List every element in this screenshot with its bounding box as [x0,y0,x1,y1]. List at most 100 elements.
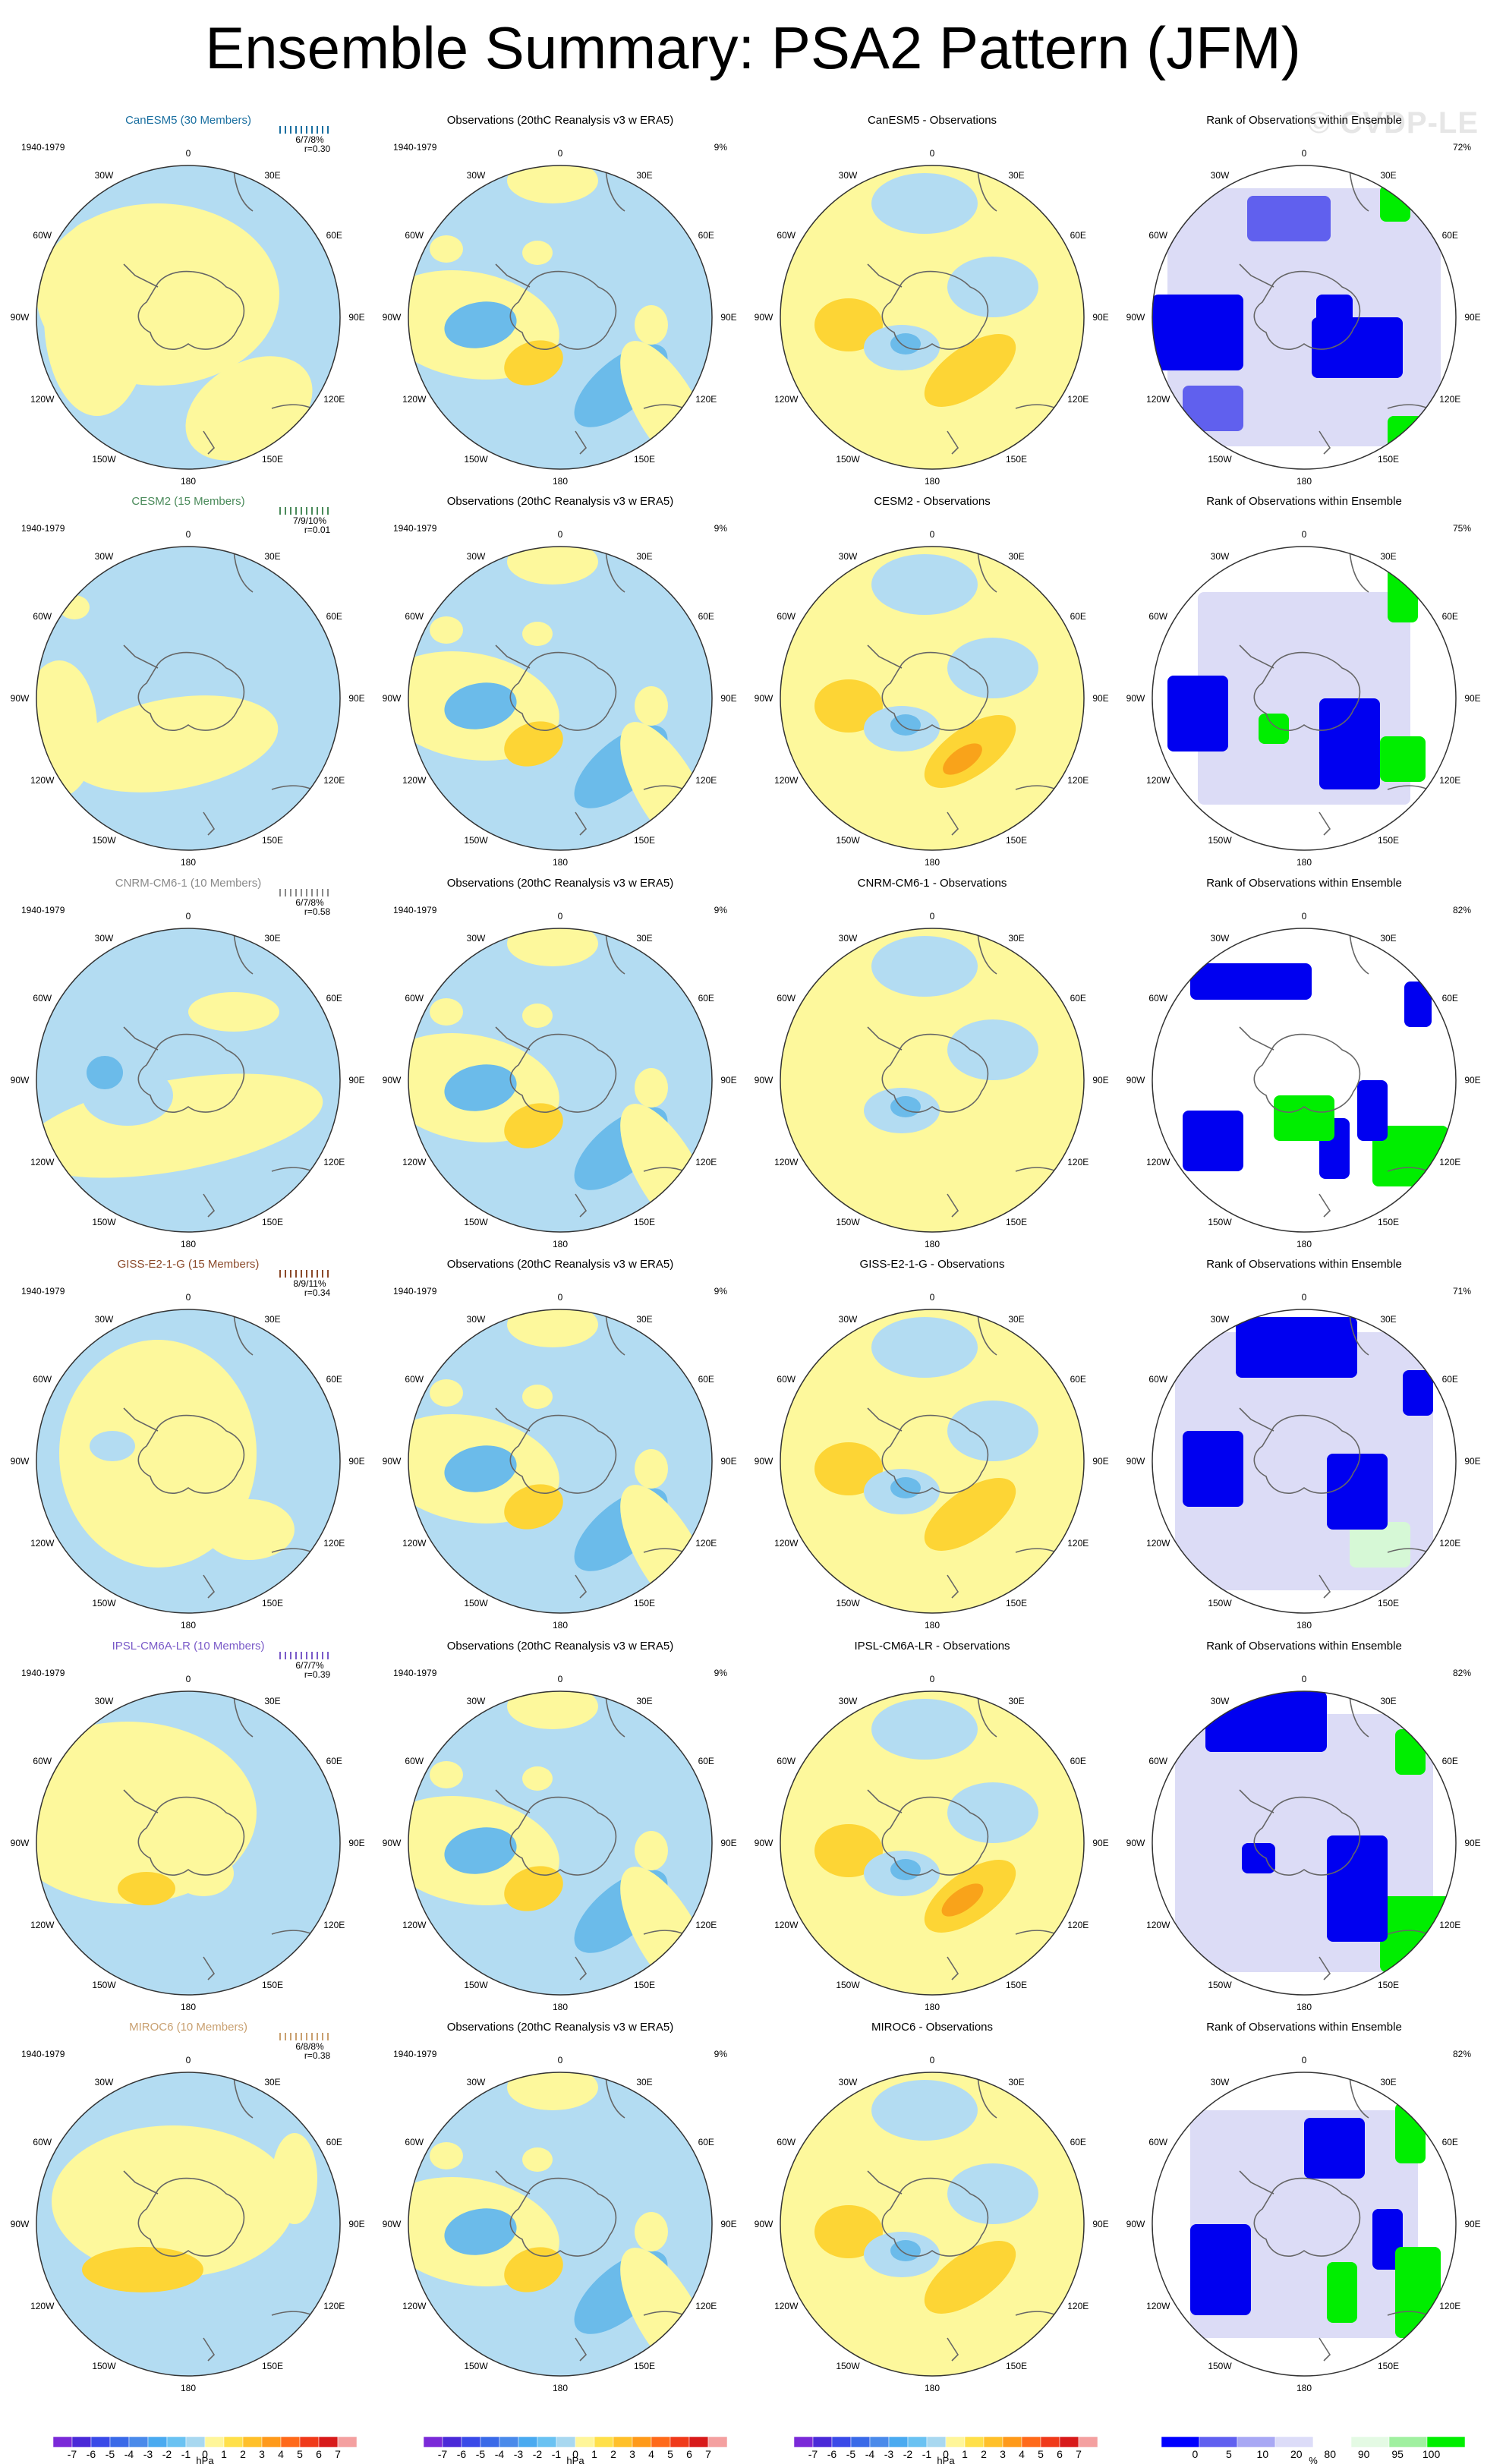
spread-tick [285,1270,286,1278]
longitude-label: 60W [33,2137,52,2147]
coastline [203,811,216,836]
map-fill [780,165,1084,469]
longitude-label: 30E [636,170,652,181]
map-fill [780,1691,1084,1995]
colorbar-swatch [812,2437,833,2448]
colorbar-tick: 0 [1193,2448,1199,2460]
spread-tick [327,889,329,896]
coastline [123,263,159,288]
spread-tick [295,126,297,134]
longitude-label: 0 [1302,529,1307,540]
longitude-label: 150W [836,1598,860,1609]
contour-region [430,998,463,1026]
longitude-label: 150W [1208,1598,1232,1609]
coastline [1253,1414,1361,1495]
longitude-label: 120W [30,1920,55,1930]
rank-patch [1388,562,1418,622]
contour-region [444,301,517,348]
spread-tick [322,1652,323,1659]
longitude-label: 90E [1464,312,1480,323]
coastline [233,1694,254,1738]
longitude-label: 120E [695,1157,717,1167]
pct-label: 9% [714,1286,728,1297]
contour-region [68,695,279,792]
coastline [881,1414,989,1495]
contour-region [507,547,598,584]
colorbar-tick: -4 [124,2448,134,2460]
stats-label: 6/7/8% [295,897,324,908]
map-fill [1152,165,1456,469]
spread-tick [290,2033,291,2040]
longitude-label: 90E [348,1838,364,1848]
longitude-label: 30W [95,551,114,562]
panel-title: CNRM-CM6-1 (10 Members) [115,877,262,890]
map-fill [780,928,1084,1232]
contour-region [504,721,563,767]
coastline [123,1407,159,1432]
colorbar-tick: -3 [143,2448,153,2460]
longitude-label: 0 [186,2055,191,2065]
rank-patch [1380,736,1426,782]
longitude-label: 30E [636,551,652,562]
contour-region [203,1499,295,1560]
map-border [36,165,341,470]
longitude-label: 60W [777,230,796,241]
map-border [36,928,341,1233]
colorbar-swatch [204,2437,225,2448]
colorbar-swatch [793,2437,814,2448]
longitude-label: 120E [1067,1920,1089,1930]
correlation-label: r=0.34 [304,1287,331,1298]
coastline [947,1956,959,1980]
coastline [605,931,625,975]
longitude-label: 120E [323,1538,345,1549]
rank-patch [1152,295,1243,370]
rank-patch [1395,1729,1426,1775]
colorbar-tick: 2 [240,2448,246,2460]
longitude-label: 120W [774,2301,799,2311]
rank-patch [1304,2118,1365,2179]
map-fill [1152,547,1456,850]
colorbar-tick: 4 [648,2448,654,2460]
spread-tick [317,1652,318,1659]
longitude-label: 60W [33,993,52,1004]
longitude-label: 150W [836,1217,860,1227]
pct-label: 9% [714,905,728,915]
colorbar-swatch [299,2437,320,2448]
correlation-label: r=0.01 [304,525,331,535]
colorbar-tick: -6 [457,2448,467,2460]
colorbar-tick: 100 [1423,2448,1441,2460]
map-fill [36,547,340,850]
coastline [123,1789,159,1813]
longitude-label: 120W [774,1538,799,1549]
polar-map: 0 30E 60E 90E 120E 150E 180 150W 120W 90W 60W 30W Ra… [1126,114,1481,487]
rank-patch [1259,714,1289,744]
longitude-label: 150E [634,1217,655,1227]
longitude-label: 90E [348,312,364,323]
colorbar-swatch [166,2437,187,2448]
colorbar-tick: 0 [202,2448,208,2460]
coastline [203,2337,216,2362]
coastline [203,1956,216,1980]
longitude-label: 60E [1070,1374,1086,1385]
longitude-label: 150E [262,2361,283,2371]
longitude-label: 90W [11,1456,30,1467]
map-border [408,1309,713,1614]
coastline [123,2170,159,2195]
longitude-label: 150W [464,2361,488,2371]
spread-tick [322,507,323,515]
contour-region [188,992,279,1032]
longitude-label: 120W [1146,1920,1170,1930]
colorbar-swatch [945,2437,966,2448]
contour-region [924,1478,1016,1551]
longitude-label: 90W [383,1456,402,1467]
longitude-label: 180 [1296,1620,1312,1631]
longitude-label: 30E [1008,170,1024,181]
panel-title: Observations (20thC Reanalysis v3 w ERA5… [447,495,673,508]
spread-tick [322,889,323,896]
coastline [495,263,531,288]
period-label: 1940-1979 [21,905,65,915]
longitude-label: 0 [558,1292,563,1303]
contour-region [635,1068,668,1108]
longitude-label: 90E [720,312,736,323]
coastline [947,2337,959,2362]
